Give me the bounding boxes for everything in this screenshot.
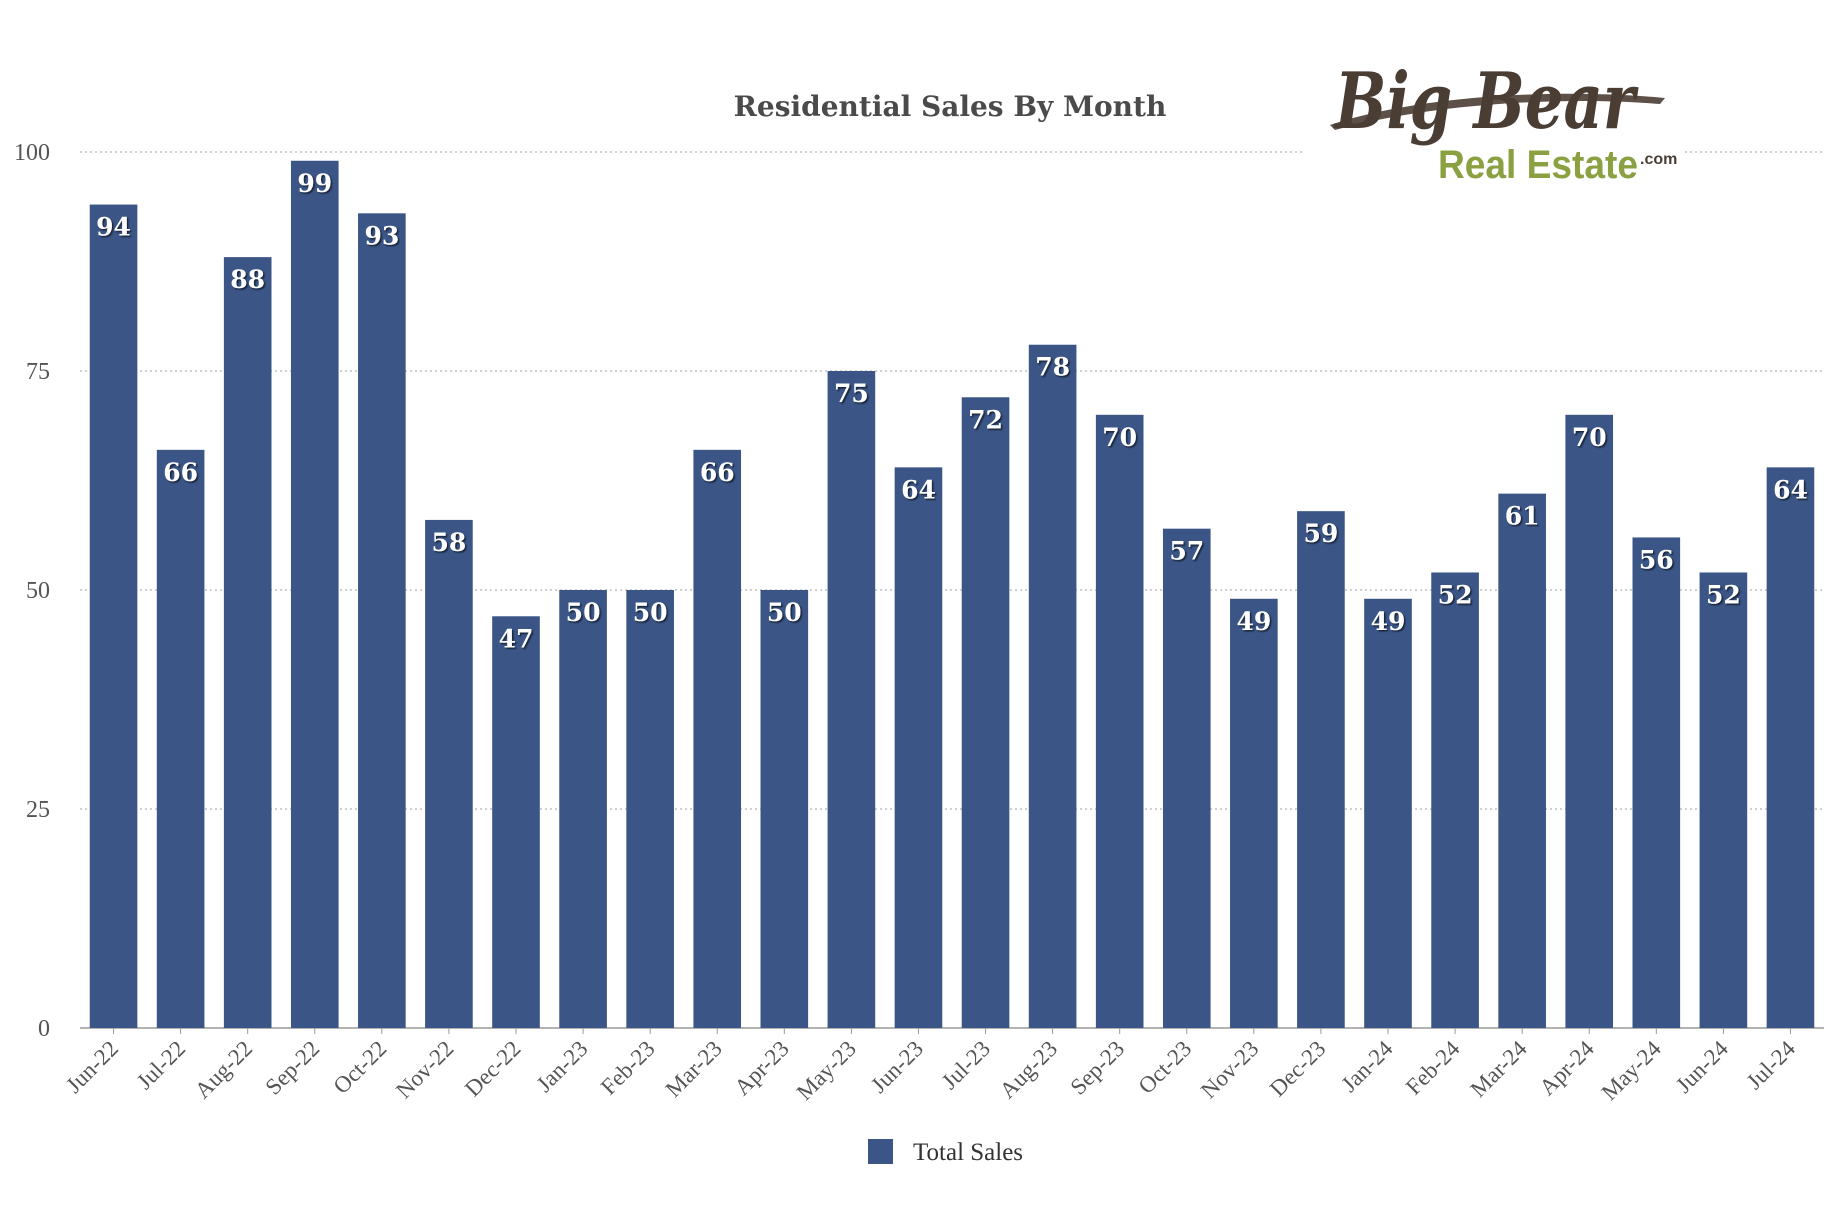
data-label-sep-22: 99 (297, 169, 332, 198)
brand-logo: Big Bear Real Estate .com (1305, 56, 1685, 200)
data-label-dec-23: 59 (1304, 519, 1339, 548)
bar-nov-23 (1230, 598, 1278, 1028)
x-tick-label: Aug-23 (995, 1036, 1062, 1103)
data-label-feb-24: 52 (1438, 580, 1473, 609)
x-axis: Jun-22 Jul-22 Aug-22 Sep-22 Oct-22 Nov-22 Dec-… (61, 1028, 1800, 1105)
data-label-nov-22: 58 (432, 528, 467, 557)
x-tick-label: May-23 (792, 1036, 861, 1105)
logo-com-text: .com (1640, 151, 1677, 168)
x-tick-label: Oct-23 (1133, 1036, 1196, 1099)
data-label-jul-23: 72 (968, 405, 1003, 434)
legend-swatch (868, 1139, 893, 1164)
bar-jul-24 (1766, 467, 1815, 1028)
y-tick-label: 50 (26, 578, 50, 604)
bar-sep-23 (1095, 414, 1144, 1028)
x-tick-label: Oct-22 (329, 1036, 392, 1099)
data-label-feb-23: 50 (633, 598, 668, 627)
data-label-may-24: 56 (1639, 545, 1674, 574)
data-label-jan-23: 50 (566, 598, 601, 627)
x-tick-label: Nov-22 (391, 1036, 458, 1103)
data-label-nov-23: 49 (1236, 607, 1271, 636)
x-tick-label: Apr-24 (1534, 1036, 1599, 1101)
x-tick-label: Feb-23 (596, 1036, 660, 1100)
bar-jun-24 (1699, 572, 1748, 1028)
bar-may-23 (827, 371, 876, 1028)
data-label-jun-22: 94 (96, 213, 131, 242)
legend-label: Total Sales (913, 1139, 1023, 1166)
bar-jul-23 (961, 397, 1010, 1028)
data-label-apr-23: 50 (767, 598, 802, 627)
bar-mar-23 (693, 449, 742, 1029)
x-tick-label: Mar-24 (1466, 1036, 1532, 1102)
bar-jan-24 (1364, 598, 1412, 1028)
data-label-mar-24: 61 (1505, 502, 1540, 531)
x-tick-label: Jun-24 (1671, 1036, 1733, 1098)
x-tick-label: Feb-24 (1401, 1036, 1465, 1100)
data-label-may-23: 75 (834, 379, 869, 408)
bar-oct-23 (1162, 528, 1211, 1028)
bar-mar-24 (1498, 493, 1546, 1028)
data-label-jul-22: 66 (163, 458, 198, 487)
data-label-oct-22: 93 (364, 221, 399, 250)
bar-jun-23 (894, 467, 943, 1028)
data-label-jul-24: 64 (1773, 475, 1808, 504)
x-tick-label: Jun-23 (866, 1036, 928, 1098)
data-label-apr-24: 70 (1572, 423, 1607, 452)
data-label-aug-23: 78 (1035, 353, 1070, 382)
chart-title: Residential Sales By Month (734, 90, 1167, 123)
x-tick-label: Jul-23 (937, 1036, 995, 1094)
bar-apr-24 (1565, 414, 1614, 1028)
bar-sep-22 (290, 160, 339, 1028)
x-tick-label: Jun-22 (61, 1036, 123, 1098)
x-tick-label: Sep-23 (1065, 1036, 1129, 1100)
legend: Total Sales (868, 1139, 1023, 1166)
x-tick-label: Aug-22 (190, 1036, 257, 1103)
x-tick-label: Apr-23 (730, 1036, 794, 1100)
bar-jan-23 (559, 590, 607, 1028)
gridlines (80, 151, 1824, 810)
bar-jul-22 (156, 449, 205, 1029)
data-label-jan-24: 49 (1371, 607, 1406, 636)
x-tick-label: Jan-24 (1336, 1036, 1397, 1097)
bar-oct-22 (358, 213, 406, 1028)
x-tick-label: Mar-23 (661, 1036, 727, 1102)
bar-jun-22 (89, 204, 138, 1028)
y-tick-label: 0 (38, 1016, 50, 1042)
x-tick-label: May-24 (1597, 1036, 1667, 1106)
bar-aug-22 (223, 257, 272, 1028)
data-label-oct-23: 57 (1169, 537, 1204, 566)
x-tick-label: Jul-24 (1742, 1036, 1801, 1095)
data-label-jun-24: 52 (1706, 580, 1741, 609)
y-tick-label: 25 (26, 797, 50, 823)
y-tick-label: 100 (14, 140, 50, 166)
x-tick-label: Nov-23 (1196, 1036, 1263, 1103)
x-tick-label: Jul-22 (132, 1036, 190, 1094)
data-label-jun-23: 64 (901, 475, 936, 504)
data-label-aug-22: 88 (230, 265, 265, 294)
data-label-mar-23: 66 (700, 458, 735, 487)
data-label-sep-23: 70 (1102, 423, 1137, 452)
bar-aug-23 (1028, 344, 1077, 1029)
data-labels: 94 66 88 99 93 58 47 50 50 66 50 75 64 72 78 70 57 49 59 49… (96, 169, 1808, 654)
logo-script-text: Big Bear (1333, 56, 1638, 147)
x-tick-label: Jan-23 (532, 1036, 593, 1097)
logo-sub-text: Real Estate (1438, 143, 1638, 187)
data-label-dec-22: 47 (499, 624, 534, 653)
bar-dec-22 (492, 616, 540, 1028)
bar-dec-23 (1297, 511, 1345, 1028)
x-tick-label: Dec-22 (460, 1036, 526, 1102)
x-tick-label: Sep-22 (261, 1036, 325, 1100)
bars (89, 160, 1815, 1029)
x-tick-label: Dec-23 (1265, 1036, 1331, 1102)
bar-may-24 (1632, 537, 1681, 1028)
bar-apr-23 (760, 590, 809, 1028)
bar-nov-22 (425, 519, 473, 1028)
bar-feb-23 (626, 590, 674, 1028)
y-tick-label: 75 (26, 359, 50, 385)
bar-feb-24 (1431, 572, 1479, 1028)
